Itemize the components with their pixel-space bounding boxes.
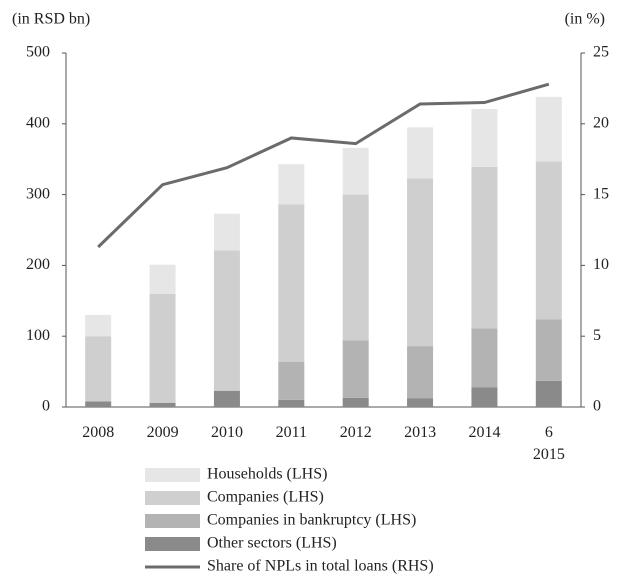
bar-segment <box>278 361 305 400</box>
y2-tick-label: 15 <box>593 185 609 202</box>
bar-segment <box>407 178 434 347</box>
y2-tick-label: 20 <box>593 114 609 131</box>
bar-segment <box>535 96 562 162</box>
legend-label: Companies (LHS) <box>207 489 324 506</box>
y-tick-label: 100 <box>26 327 50 344</box>
bar-segment <box>407 346 434 399</box>
legend-label: Households (LHS) <box>207 466 327 483</box>
bar-segment <box>471 387 498 407</box>
bar-segment <box>471 328 498 388</box>
legend-label: Companies in bankruptcy (LHS) <box>207 512 416 529</box>
legend-swatch <box>145 537 200 551</box>
legend-swatch <box>145 514 200 528</box>
bar-segment <box>278 399 305 407</box>
bar-segment <box>278 164 305 205</box>
bar-segment <box>213 250 240 391</box>
bar-segment <box>85 314 112 337</box>
y-tick-label: 200 <box>26 256 50 273</box>
x-tick-label: 2014 <box>468 424 500 441</box>
y2-tick-label: 0 <box>593 398 601 415</box>
x-tick-label: 2010 <box>211 424 243 441</box>
bar-segment <box>278 204 305 362</box>
x-tick-label: 6 2015 <box>533 424 565 463</box>
x-tick-label: 2009 <box>147 424 179 441</box>
y-tick-label: 500 <box>26 44 50 61</box>
y-tick-label: 400 <box>26 114 50 131</box>
y2-tick-label: 25 <box>593 44 609 61</box>
line-series <box>97 82 550 249</box>
y-axis-label: (in RSD bn) <box>12 11 90 28</box>
bar-segment <box>342 340 369 398</box>
bar-segment <box>407 398 434 407</box>
x-tick-label: 2008 <box>82 424 114 441</box>
bar-segment <box>471 108 498 167</box>
legend-swatch <box>145 491 200 505</box>
bar-segment <box>213 390 240 407</box>
bar-segment <box>535 319 562 381</box>
y-tick-label: 300 <box>26 185 50 202</box>
y2-tick-label: 10 <box>593 256 609 273</box>
x-tick-label: 2012 <box>340 424 372 441</box>
y2-tick-label: 5 <box>593 327 601 344</box>
x-tick-label: 2013 <box>404 424 436 441</box>
bar-segment <box>213 213 240 251</box>
bar-segment <box>535 161 562 320</box>
legend-swatch <box>145 468 200 482</box>
bar-segment <box>471 166 498 329</box>
y-tick-label: 0 <box>42 398 50 415</box>
legend-label: Share of NPLs in total loans (RHS) <box>207 558 434 575</box>
legend-label: Other sectors (LHS) <box>207 535 337 552</box>
y2-axis-label: (in %) <box>565 11 605 28</box>
bar-segment <box>407 127 434 179</box>
bar-segment <box>149 293 176 403</box>
bar-segment <box>342 397 369 407</box>
bar-segment <box>85 336 112 402</box>
bar-segment <box>342 147 369 195</box>
x-tick-label: 2011 <box>276 424 307 441</box>
bar-segment <box>149 264 176 294</box>
bar-segment <box>85 401 112 407</box>
bar-segment <box>149 402 176 407</box>
bar-segment <box>535 380 562 407</box>
bar-segment <box>342 194 369 341</box>
